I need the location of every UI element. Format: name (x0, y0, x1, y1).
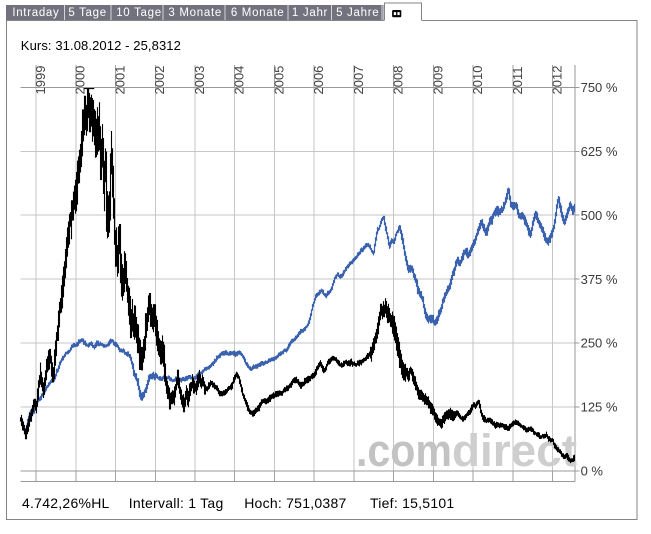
svg-text:1999: 1999 (33, 66, 48, 95)
svg-text:250 %: 250 % (581, 336, 618, 351)
svg-text:10 Tage: 10 Tage (116, 7, 162, 19)
svg-text:.com: .com (356, 425, 452, 476)
svg-text:500 %: 500 % (581, 208, 618, 223)
svg-text:Kurs: 31.08.2012 - 25,8312: Kurs: 31.08.2012 - 25,8312 (21, 38, 181, 53)
svg-text:5 Jahre: 5 Jahre (336, 7, 379, 19)
svg-text:4.742,26%HL: 4.742,26%HL (22, 495, 110, 511)
svg-text:625 %: 625 % (581, 144, 618, 159)
svg-text:6 Monate: 6 Monate (231, 7, 285, 19)
svg-text:5 Tage: 5 Tage (68, 7, 107, 19)
svg-text:375 %: 375 % (581, 272, 618, 287)
svg-text:2009: 2009 (430, 66, 445, 95)
svg-text:2002: 2002 (152, 66, 167, 95)
svg-text:2006: 2006 (311, 66, 326, 95)
svg-text:2001: 2001 (113, 66, 128, 95)
svg-text:2004: 2004 (232, 66, 247, 95)
svg-text:125 %: 125 % (581, 400, 618, 415)
svg-text:3 Monate: 3 Monate (168, 7, 222, 19)
svg-text:Intervall: 1 Tag: Intervall: 1 Tag (129, 495, 224, 511)
svg-text:2007: 2007 (351, 66, 366, 95)
svg-text:2008: 2008 (391, 66, 406, 95)
svg-text:2005: 2005 (271, 66, 286, 95)
svg-text:2010: 2010 (470, 66, 485, 95)
svg-text:Tief: 15,5101: Tief: 15,5101 (370, 495, 454, 511)
svg-text:2003: 2003 (192, 66, 207, 95)
svg-text:750 %: 750 % (581, 80, 618, 95)
svg-text:Intraday: Intraday (12, 7, 59, 19)
svg-text:2011: 2011 (510, 67, 525, 95)
svg-text:Hoch: 751,0387: Hoch: 751,0387 (244, 495, 346, 511)
svg-text:2000: 2000 (73, 66, 88, 95)
svg-text:2012: 2012 (550, 66, 565, 95)
svg-text:0 %: 0 % (581, 464, 604, 479)
svg-text:1 Jahr: 1 Jahr (292, 7, 328, 19)
